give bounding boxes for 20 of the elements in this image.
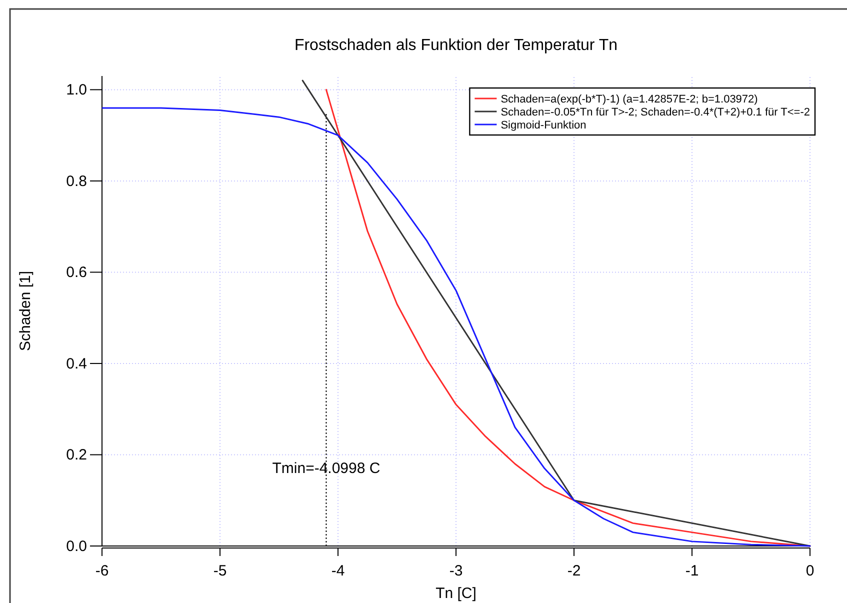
legend-label: Schaden=-0.05*Tn für T>-2; Schaden=-0.4*(T+2)+0.1 für T<=-2 — [500, 106, 810, 118]
ref-line-label: Tmin=-4.0998 C — [272, 460, 380, 477]
x-axis-title: Tn [C] — [436, 585, 476, 602]
x-tick-label: 0 — [806, 562, 814, 580]
x-tick-label: -2 — [567, 562, 581, 580]
x-tick-label: -1 — [685, 562, 699, 580]
y-tick-label: 0.6 — [66, 264, 87, 282]
y-tick-label: 0.2 — [66, 446, 87, 464]
y-tick-label: 0.8 — [66, 172, 87, 190]
y-axis-title: Schaden [1] — [17, 270, 34, 352]
x-tick-label: -5 — [213, 562, 227, 580]
x-tick-label: -4 — [331, 562, 345, 580]
y-tick-label: 0.4 — [66, 355, 87, 372]
y-tick-label: 0.0 — [66, 538, 87, 555]
y-tick-label: 1.0 — [66, 81, 87, 98]
x-tick-label: -6 — [95, 562, 109, 580]
chart-title: Frostschaden als Funktion der Temperatur Tn — [294, 37, 618, 54]
legend-label: Schaden=a(exp(-b*T)-1) (a=1.42857E-2; b=1.03972) — [500, 94, 758, 106]
x-tick-label: -3 — [449, 562, 463, 580]
legend-label: Sigmoid-Funktion — [500, 120, 586, 132]
